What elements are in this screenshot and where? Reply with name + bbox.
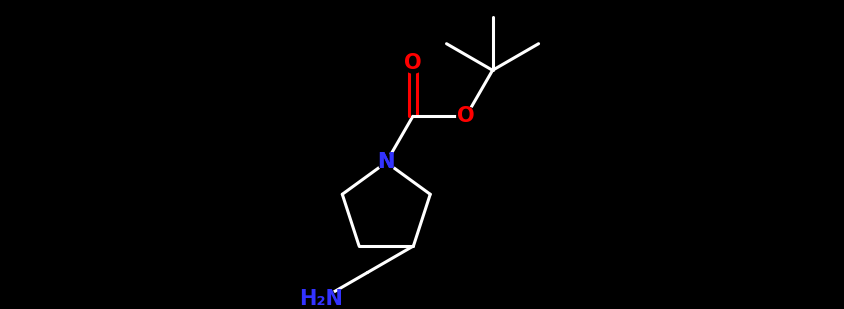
Text: O: O: [403, 53, 421, 73]
Text: N: N: [377, 152, 394, 172]
Text: N: N: [377, 152, 394, 172]
Text: O: O: [457, 106, 474, 126]
Text: H₂N: H₂N: [299, 289, 343, 309]
